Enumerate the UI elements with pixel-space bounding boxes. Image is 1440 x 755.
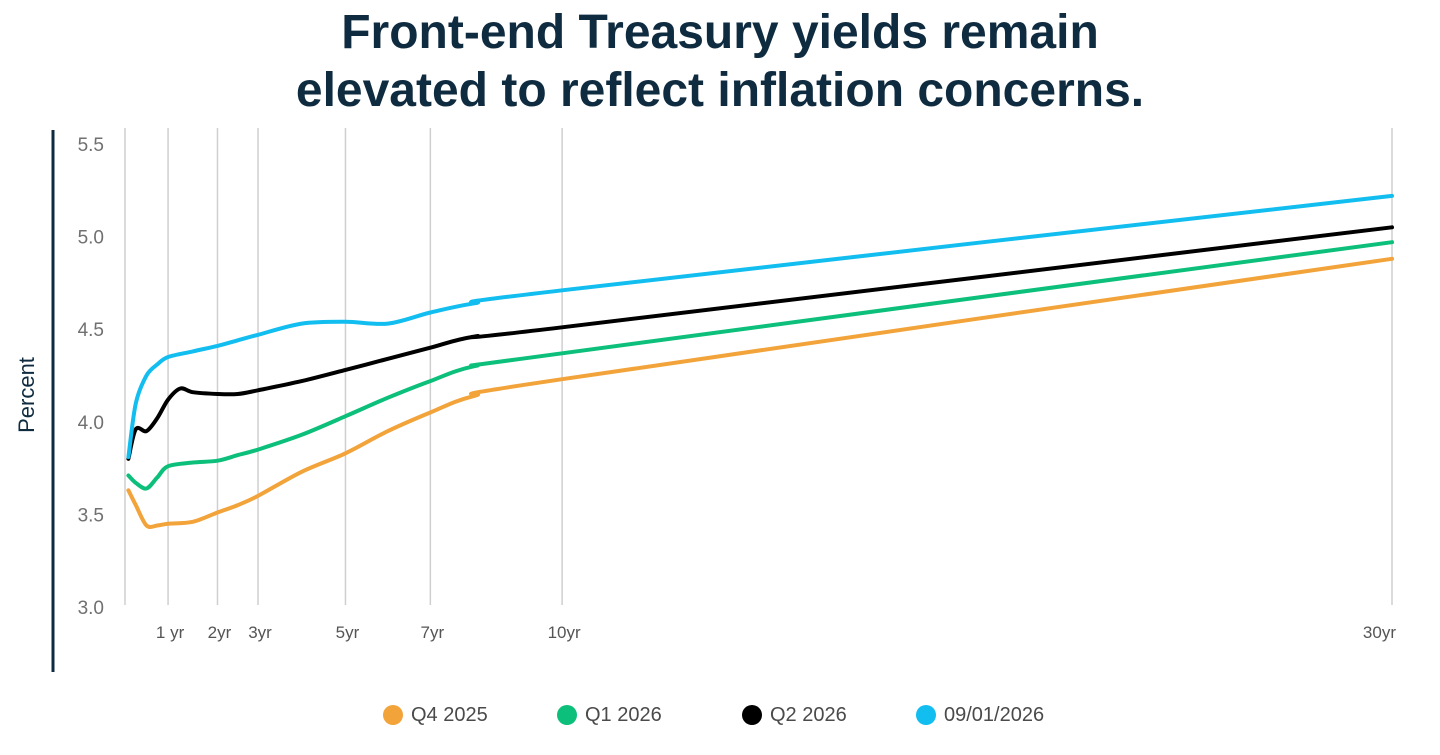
series-line-q2-2026 xyxy=(126,225,1394,461)
y-tick-label: 5.5 xyxy=(78,135,104,156)
legend-item: Q1 2026 xyxy=(557,700,662,730)
x-tick-label: 7yr xyxy=(421,623,445,642)
y-tick-label: 5.0 xyxy=(78,228,104,249)
y-axis-label: Percent xyxy=(14,357,39,433)
legend-item: Q2 2026 xyxy=(742,700,847,730)
series-line-q1-2026 xyxy=(126,240,1394,491)
legend-label: Q4 2025 xyxy=(411,703,488,726)
legend-item: Q4 2025 xyxy=(383,700,488,730)
chart-title-line-1: Front-end Treasury yields remain xyxy=(341,6,1099,59)
chart-legend: Q4 2025 Q1 2026 Q2 2026 09/01/2026 xyxy=(0,700,1440,730)
chart-title: Front-end Treasury yields remain elevate… xyxy=(0,4,1440,120)
legend-swatch xyxy=(383,705,403,725)
y-tick-label: 4.5 xyxy=(78,320,104,341)
x-tick-label: 3yr xyxy=(248,623,272,642)
x-tick-label: 10yr xyxy=(548,623,581,642)
legend-label: Q1 2026 xyxy=(585,703,662,726)
legend-label: Q2 2026 xyxy=(770,703,847,726)
x-tick-label: 1 yr xyxy=(156,623,185,642)
legend-swatch xyxy=(742,705,762,725)
x-tick-label: 5yr xyxy=(336,623,360,642)
series-line-q4-2025 xyxy=(126,256,1394,530)
x-tick-label: 30yr xyxy=(1363,623,1396,642)
y-tick-label: 3.0 xyxy=(78,598,104,619)
legend-label: 09/01/2026 xyxy=(944,703,1045,726)
legend-swatch xyxy=(916,705,936,725)
line-chart: Percent 5.5 5.0 4.5 4.0 3.5 3.0 1 yr 2yr 3yr 5yr 7y… xyxy=(14,128,1396,672)
series-line-09-01-2026 xyxy=(126,193,1394,459)
y-tick-label: 3.5 xyxy=(78,505,104,526)
chart-title-line-2: elevated to reflect inflation concerns. xyxy=(295,64,1145,117)
x-tick-label: 2yr xyxy=(208,623,232,642)
legend-item: 09/01/2026 xyxy=(916,700,1044,730)
y-tick-label: 4.0 xyxy=(78,413,104,434)
legend-swatch xyxy=(557,705,577,725)
